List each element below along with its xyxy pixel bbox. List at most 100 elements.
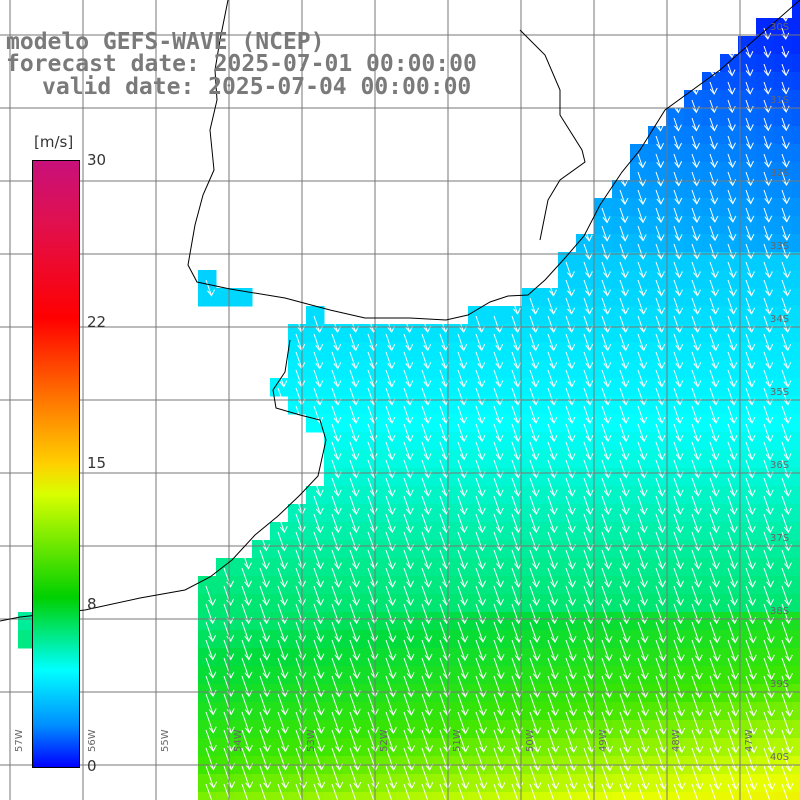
wind-speed-cell bbox=[306, 792, 325, 800]
wind-speed-cell bbox=[774, 522, 793, 541]
wind-arrow bbox=[511, 297, 522, 315]
wind-arrow bbox=[691, 423, 702, 443]
wind-arrow bbox=[565, 405, 576, 424]
wind-speed-cell bbox=[666, 234, 685, 253]
wind-speed-cell bbox=[378, 594, 397, 613]
wind-speed-cell bbox=[666, 378, 685, 397]
wind-speed-cell bbox=[360, 468, 379, 487]
wind-speed-cell bbox=[720, 144, 739, 163]
wind-arrow bbox=[709, 693, 722, 717]
wind-speed-cell bbox=[648, 504, 667, 523]
wind-speed-cell bbox=[252, 666, 271, 685]
wind-speed-cell bbox=[342, 594, 361, 613]
wind-speed-cell bbox=[360, 630, 379, 649]
wind-speed-cell bbox=[414, 594, 433, 613]
wind-speed-cell bbox=[576, 486, 595, 505]
wind-speed-cell bbox=[648, 702, 667, 721]
wind-speed-cell bbox=[486, 378, 505, 397]
wind-arrow bbox=[781, 783, 789, 800]
wind-arrow bbox=[745, 189, 755, 205]
wind-speed-cell bbox=[702, 108, 721, 127]
wind-speed-cell bbox=[756, 54, 775, 73]
wind-speed-cell bbox=[648, 270, 667, 289]
wind-arrow bbox=[331, 315, 342, 333]
wind-speed-cell bbox=[738, 306, 757, 325]
wind-speed-cell bbox=[216, 792, 235, 800]
wind-speed-cell bbox=[792, 396, 800, 415]
wind-arrow bbox=[547, 423, 558, 443]
wind-speed-cell bbox=[792, 720, 800, 739]
wind-speed-cell bbox=[378, 414, 397, 433]
wind-arrow bbox=[421, 639, 433, 661]
wind-speed-cell bbox=[720, 108, 739, 127]
wind-speed-cell bbox=[522, 486, 541, 505]
wind-arrow bbox=[601, 513, 612, 534]
wind-speed-cell bbox=[630, 522, 649, 541]
wind-arrow bbox=[385, 459, 396, 479]
wind-arrow bbox=[781, 387, 792, 406]
wind-speed-cell bbox=[432, 774, 451, 793]
wind-arrow bbox=[781, 153, 790, 168]
wind-speed-cell bbox=[684, 540, 703, 559]
wind-arrow bbox=[421, 657, 433, 680]
wind-speed-cell bbox=[792, 486, 800, 505]
wind-speed-cell bbox=[558, 630, 577, 649]
wind-arrow bbox=[529, 495, 540, 515]
wind-speed-cell bbox=[432, 576, 451, 595]
wind-speed-cell bbox=[558, 252, 577, 271]
wind-speed-cell bbox=[486, 612, 505, 631]
wind-arrow bbox=[529, 423, 540, 443]
wind-speed-cell bbox=[270, 648, 289, 667]
wind-arrow bbox=[727, 387, 738, 406]
wind-speed-cell bbox=[342, 630, 361, 649]
wind-speed-cell bbox=[306, 774, 325, 793]
wind-arrow bbox=[259, 711, 271, 734]
wind-speed-cell bbox=[558, 666, 577, 685]
wind-speed-cell bbox=[324, 648, 343, 667]
colorbar-tick-label: 0 bbox=[87, 757, 97, 775]
wind-arrow bbox=[511, 477, 522, 497]
wind-arrow bbox=[367, 315, 378, 333]
wind-speed-cell bbox=[522, 792, 541, 800]
wind-speed-cell bbox=[468, 648, 487, 667]
wind-arrow bbox=[619, 657, 631, 680]
wind-speed-cell bbox=[270, 774, 289, 793]
wind-speed-cell bbox=[450, 504, 469, 523]
wind-speed-cell bbox=[684, 288, 703, 307]
wind-speed-cell bbox=[756, 666, 775, 685]
wind-speed-cell bbox=[738, 144, 757, 163]
wind-arrow bbox=[619, 243, 629, 260]
wind-arrow bbox=[583, 513, 594, 534]
wind-speed-cell bbox=[720, 198, 739, 217]
wind-arrow bbox=[367, 513, 378, 534]
wind-speed-cell bbox=[738, 234, 757, 253]
wind-arrow bbox=[403, 405, 414, 424]
wind-arrow bbox=[781, 495, 792, 515]
wind-speed-cell bbox=[612, 378, 631, 397]
wind-arrow bbox=[745, 477, 756, 497]
wind-arrow bbox=[457, 423, 468, 443]
wind-arrow bbox=[655, 405, 666, 424]
wind-speed-cell bbox=[594, 306, 613, 325]
wind-speed-cell bbox=[738, 126, 757, 145]
wind-arrow bbox=[421, 693, 433, 716]
wind-arrow bbox=[709, 207, 719, 223]
wind-speed-cell bbox=[396, 414, 415, 433]
wind-arrow bbox=[673, 639, 685, 662]
wind-arrow bbox=[781, 657, 793, 681]
wind-arrow bbox=[511, 783, 519, 800]
wind-arrow bbox=[637, 693, 650, 717]
wind-arrow bbox=[745, 729, 758, 754]
wind-speed-cell bbox=[774, 90, 793, 109]
wind-arrow bbox=[223, 657, 235, 679]
wind-speed-cell bbox=[792, 360, 800, 379]
wind-speed-cell bbox=[324, 360, 343, 379]
wind-speed-cell bbox=[414, 468, 433, 487]
wind-arrow bbox=[691, 513, 702, 534]
wind-speed-cell bbox=[702, 738, 721, 757]
wind-arrow bbox=[475, 477, 486, 497]
wind-speed-cell bbox=[756, 738, 775, 757]
wind-speed-cell bbox=[288, 396, 307, 415]
wind-arrow bbox=[457, 495, 468, 515]
wind-speed-cell bbox=[666, 558, 685, 577]
